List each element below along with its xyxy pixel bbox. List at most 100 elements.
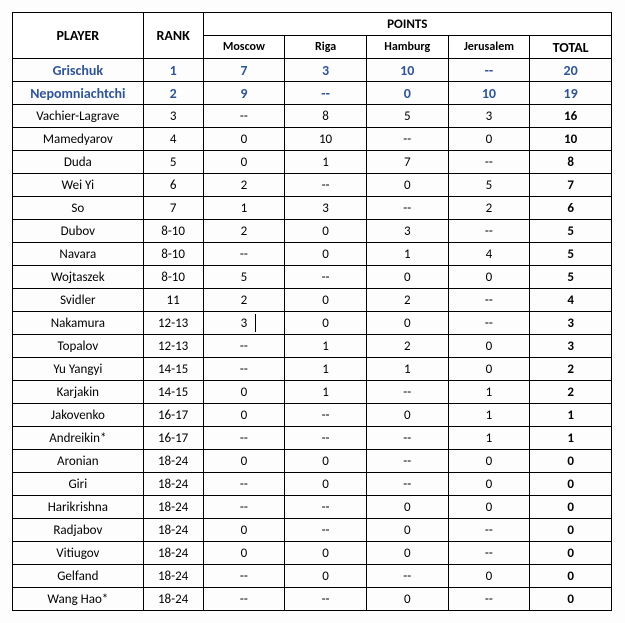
points-cell: 1 bbox=[285, 151, 367, 174]
points-cell: -- bbox=[366, 381, 448, 404]
points-cell: 2 bbox=[203, 220, 285, 243]
table-row: Andreikin*16-17------11 bbox=[13, 427, 612, 450]
player-cell: Gelfand bbox=[13, 565, 144, 588]
total-cell: 0 bbox=[530, 496, 612, 519]
total-cell: 2 bbox=[530, 381, 612, 404]
points-cell: 0 bbox=[203, 450, 285, 473]
table-row: Wojtaszek8-105--005 bbox=[13, 266, 612, 289]
total-cell: 3 bbox=[530, 335, 612, 358]
header-city-hamburg: Hamburg bbox=[366, 36, 448, 59]
points-cell: -- bbox=[203, 105, 285, 128]
total-cell: 2 bbox=[530, 358, 612, 381]
points-cell: -- bbox=[366, 427, 448, 450]
table-row: Aronian18-2400--00 bbox=[13, 450, 612, 473]
points-cell: 1 bbox=[285, 335, 367, 358]
header-points: POINTS bbox=[203, 13, 611, 36]
points-cell: 0 bbox=[448, 358, 530, 381]
points-cell: -- bbox=[203, 473, 285, 496]
points-cell: 0 bbox=[366, 542, 448, 565]
rank-cell: 14-15 bbox=[143, 381, 203, 404]
points-cell: 0 bbox=[448, 450, 530, 473]
points-cell: -- bbox=[448, 220, 530, 243]
total-cell: 1 bbox=[530, 404, 612, 427]
points-cell: -- bbox=[448, 59, 530, 82]
table-row: Wei Yi62--057 bbox=[13, 174, 612, 197]
table-row: Navara8-10--0145 bbox=[13, 243, 612, 266]
total-cell: 0 bbox=[530, 565, 612, 588]
points-cell: 3 bbox=[203, 312, 285, 335]
total-cell: 16 bbox=[530, 105, 612, 128]
points-cell: 5 bbox=[448, 174, 530, 197]
points-cell: -- bbox=[285, 266, 367, 289]
table-row: Gelfand18-24--0--00 bbox=[13, 565, 612, 588]
rank-cell: 18-24 bbox=[143, 588, 203, 611]
player-cell: Topalov bbox=[13, 335, 144, 358]
points-cell: -- bbox=[448, 289, 530, 312]
points-cell: 0 bbox=[285, 542, 367, 565]
points-cell: 1 bbox=[448, 427, 530, 450]
rank-cell: 1 bbox=[143, 59, 203, 82]
rank-cell: 18-24 bbox=[143, 450, 203, 473]
table-row: Wang Hao*18-24----0--0 bbox=[13, 588, 612, 611]
points-cell: 1 bbox=[203, 197, 285, 220]
player-cell: Dubov bbox=[13, 220, 144, 243]
points-cell: 8 bbox=[285, 105, 367, 128]
player-cell: Harikrishna bbox=[13, 496, 144, 519]
points-cell: 0 bbox=[203, 404, 285, 427]
player-cell: Nepomniachtchi bbox=[13, 82, 144, 105]
table-row: Jakovenko16-170--011 bbox=[13, 404, 612, 427]
rank-cell: 8-10 bbox=[143, 220, 203, 243]
player-cell: Navara bbox=[13, 243, 144, 266]
rank-cell: 18-24 bbox=[143, 542, 203, 565]
table-row: Svidler11202--4 bbox=[13, 289, 612, 312]
table-row: Grischuk17310--20 bbox=[13, 59, 612, 82]
total-cell: 4 bbox=[530, 289, 612, 312]
total-cell: 8 bbox=[530, 151, 612, 174]
player-cell: Wei Yi bbox=[13, 174, 144, 197]
rank-cell: 18-24 bbox=[143, 565, 203, 588]
total-cell: 0 bbox=[530, 542, 612, 565]
points-cell: -- bbox=[366, 565, 448, 588]
points-cell: 1 bbox=[366, 358, 448, 381]
player-cell: Duda bbox=[13, 151, 144, 174]
table-row: Yu Yangyi14-15--1102 bbox=[13, 358, 612, 381]
points-cell: 0 bbox=[448, 128, 530, 151]
points-cell: 7 bbox=[203, 59, 285, 82]
rank-cell: 3 bbox=[143, 105, 203, 128]
total-cell: 20 bbox=[530, 59, 612, 82]
points-cell: 0 bbox=[448, 496, 530, 519]
points-cell: -- bbox=[448, 542, 530, 565]
table-row: Mamedyarov4010--010 bbox=[13, 128, 612, 151]
points-cell: -- bbox=[448, 519, 530, 542]
points-cell: 0 bbox=[366, 588, 448, 611]
points-cell: -- bbox=[448, 151, 530, 174]
total-cell: 7 bbox=[530, 174, 612, 197]
total-cell: 19 bbox=[530, 82, 612, 105]
points-cell: 1 bbox=[285, 358, 367, 381]
points-cell: 0 bbox=[448, 335, 530, 358]
points-cell: 0 bbox=[203, 542, 285, 565]
header-city-jerusalem: Jerusalem bbox=[448, 36, 530, 59]
player-cell: Wojtaszek bbox=[13, 266, 144, 289]
points-cell: 2 bbox=[366, 289, 448, 312]
player-cell: Vachier-Lagrave bbox=[13, 105, 144, 128]
rank-cell: 8-10 bbox=[143, 243, 203, 266]
points-cell: 0 bbox=[285, 473, 367, 496]
player-cell: Vitiugov bbox=[13, 542, 144, 565]
total-cell: 10 bbox=[530, 128, 612, 151]
table-row: Vitiugov18-24000--0 bbox=[13, 542, 612, 565]
table-row: Dubov8-10203--5 bbox=[13, 220, 612, 243]
points-cell: 7 bbox=[366, 151, 448, 174]
points-cell: 0 bbox=[366, 496, 448, 519]
table-row: Karjakin14-1501--12 bbox=[13, 381, 612, 404]
points-cell: 0 bbox=[285, 565, 367, 588]
player-cell: Andreikin* bbox=[13, 427, 144, 450]
points-cell: 0 bbox=[366, 266, 448, 289]
points-cell: -- bbox=[203, 427, 285, 450]
total-cell: 5 bbox=[530, 266, 612, 289]
table-row: Nepomniachtchi29--01019 bbox=[13, 82, 612, 105]
points-cell: 9 bbox=[203, 82, 285, 105]
total-cell: 3 bbox=[530, 312, 612, 335]
points-cell: 2 bbox=[203, 289, 285, 312]
player-cell: Yu Yangyi bbox=[13, 358, 144, 381]
